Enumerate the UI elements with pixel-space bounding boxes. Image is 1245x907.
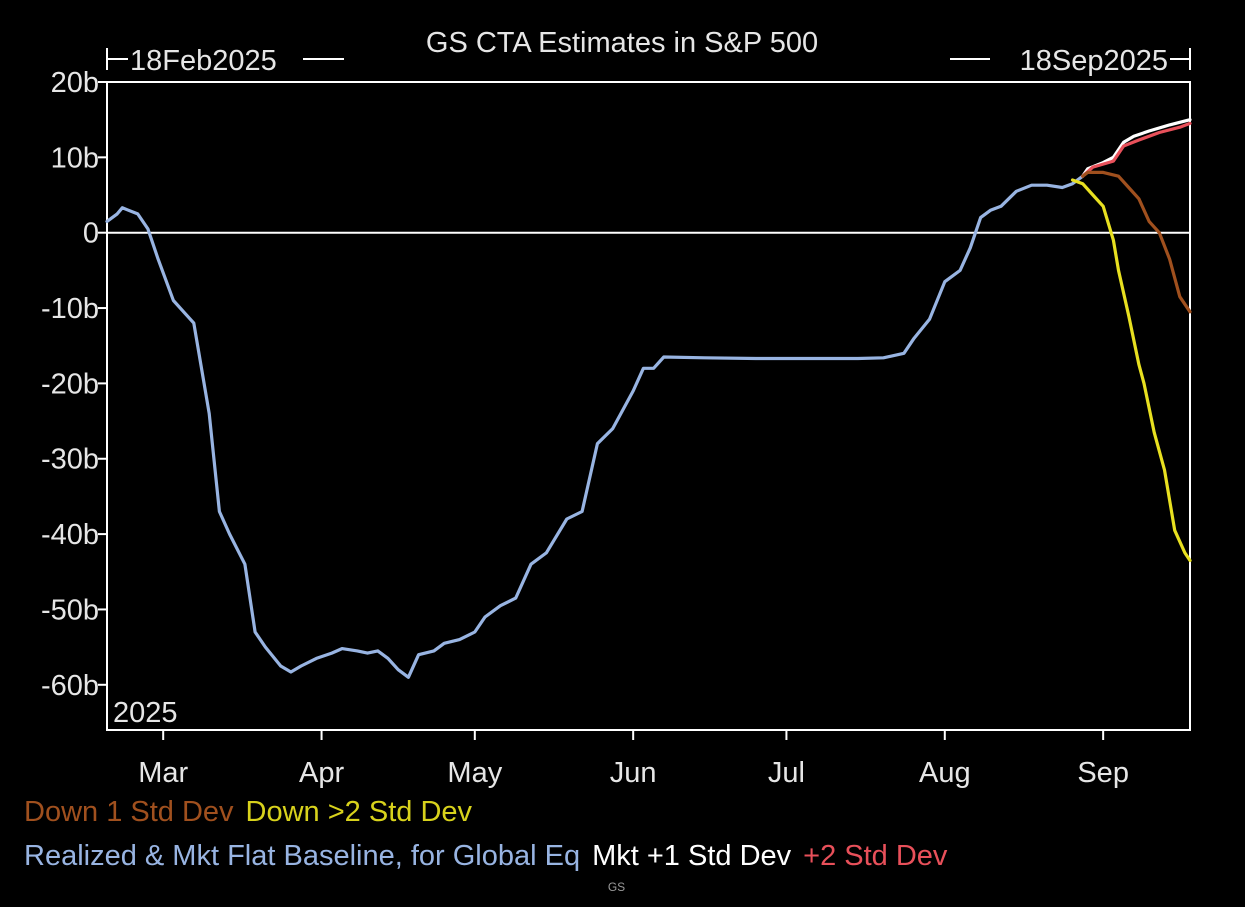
legend-plus-2-std-dev: +2 Std Dev [803,840,948,872]
plot-frame [106,81,1191,731]
end-date-label: 18Sep2025 [1020,45,1168,77]
start-date-label: 18Feb2025 [130,45,277,77]
year-label: 2025 [113,697,178,729]
y-tick-label: 0 [83,218,99,250]
y-tick-label: -60b [41,670,99,702]
series-line-plus-2-std-dev [1081,121,1192,178]
x-tick-label: Jun [610,757,657,789]
series-line-baseline [105,174,1085,679]
legend-realized-baseline: Realized & Mkt Flat Baseline, for Global… [24,840,581,872]
y-tick-label: -20b [41,368,99,400]
x-tick-label: Apr [299,757,344,789]
legend-down-2-std-dev: Down >2 Std Dev [245,796,473,828]
cta-chart: 20b 10b 0 -10b -20b -30b -40b -50b -60b Mar Apr May… [41,27,1192,789]
x-tick-label: Sep [1077,757,1129,789]
chart-title: GS CTA Estimates in S&P 500 [426,27,818,59]
y-tick-label: 20b [51,67,99,99]
y-tick-label: -50b [41,594,99,626]
legend-row-2: Realized & Mkt Flat Baseline, for Global… [24,840,959,873]
source-note: GS [607,880,626,894]
y-tick-label: 10b [51,142,99,174]
legend-down-1-std-dev: Down 1 Std Dev [24,796,234,828]
series-line-down-1-std-dev [1081,170,1192,314]
series-line-down-2-std-dev [1070,178,1192,563]
legend-mkt-plus-1-std-dev: Mkt +1 Std Dev [592,840,792,872]
y-tick-label: -10b [41,293,99,325]
x-tick-label: May [447,757,502,789]
x-tick-label: Aug [919,757,971,789]
x-tick-label: Mar [138,757,188,789]
x-tick-label: Jul [768,757,805,789]
legend-row-1: Down 1 Std Dev Down >2 Std Dev [24,796,484,829]
y-tick-label: -40b [41,519,99,551]
y-tick-label: -30b [41,444,99,476]
